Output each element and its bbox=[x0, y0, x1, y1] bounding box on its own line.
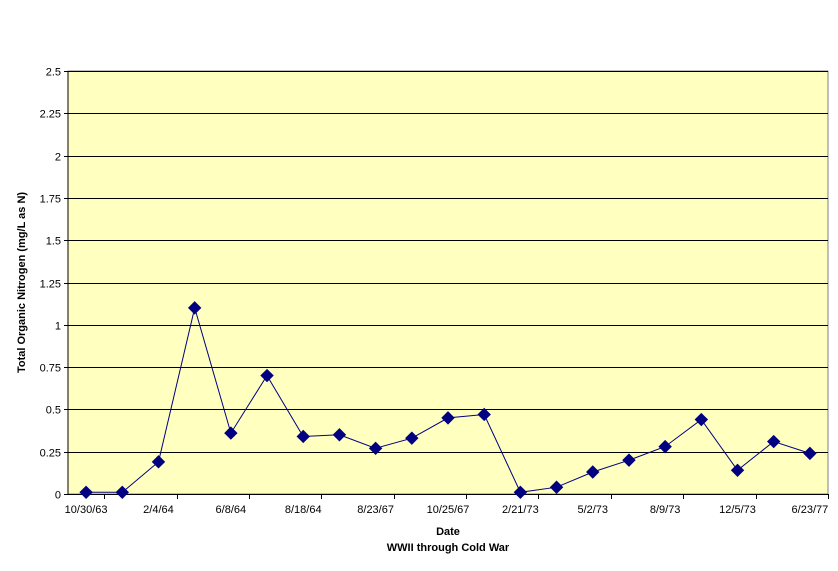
data-point-marker bbox=[549, 480, 564, 494]
y-tick-label: 2 bbox=[55, 152, 61, 164]
data-point-marker bbox=[115, 485, 129, 500]
x-tick-label: 8/23/67 bbox=[357, 504, 394, 516]
data-point-marker bbox=[187, 301, 202, 315]
data-point-marker bbox=[79, 485, 93, 500]
x-tick-label: 5/2/73 bbox=[577, 504, 608, 516]
y-tick-label: 0.25 bbox=[40, 448, 61, 460]
x-axis-ticks: 10/30/63 2/4/64 6/8/64 8/18/64 8/23/67 10/25/… bbox=[65, 494, 829, 516]
data-point-marker bbox=[405, 431, 419, 445]
y-tick-label: 1.75 bbox=[40, 194, 61, 206]
data-point-marker bbox=[622, 453, 636, 467]
x-axis-subtitle: WWII through Cold War bbox=[387, 542, 510, 554]
data-point-marker bbox=[658, 439, 672, 454]
data-point-marker bbox=[803, 446, 817, 461]
y-tick-label: 0.75 bbox=[40, 363, 61, 375]
data-point-marker bbox=[296, 429, 310, 444]
y-tick-label: 0 bbox=[55, 490, 61, 502]
y-tick-label: 2.5 bbox=[46, 67, 61, 79]
x-tick-label: 6/8/64 bbox=[216, 504, 247, 516]
x-tick-label: 8/9/73 bbox=[650, 504, 681, 516]
data-point-marker bbox=[224, 426, 238, 440]
y-tick-label: 1.25 bbox=[40, 279, 61, 291]
y-tick-label: 1 bbox=[55, 321, 61, 333]
data-point-marker bbox=[151, 455, 166, 469]
gridlines bbox=[67, 71, 828, 495]
x-tick-label: 12/5/73 bbox=[719, 504, 756, 516]
series-markers bbox=[79, 301, 817, 500]
y-axis-ticks: 0 0.25 0.5 0.75 1 1.25 1.5 1.75 2 2.25 2.5 bbox=[40, 67, 68, 502]
x-tick-label: 10/30/63 bbox=[65, 504, 108, 516]
y-tick-label: 0.5 bbox=[46, 405, 61, 417]
data-point-marker bbox=[513, 485, 528, 500]
data-point-marker bbox=[767, 434, 781, 449]
y-tick-label: 2.25 bbox=[40, 109, 61, 121]
data-point-marker bbox=[477, 407, 491, 422]
x-tick-label: 2/21/73 bbox=[502, 504, 539, 516]
data-point-marker bbox=[332, 428, 347, 442]
data-point-marker bbox=[441, 411, 455, 425]
data-point-marker bbox=[586, 465, 600, 479]
data-point-marker bbox=[368, 441, 383, 456]
x-axis-title: Date bbox=[436, 526, 460, 538]
x-tick-label: 2/4/64 bbox=[143, 504, 174, 516]
y-axis-title: Total Organic Nitrogen (mg/L as N) bbox=[16, 192, 28, 373]
y-tick-label: 1.5 bbox=[46, 236, 61, 248]
x-tick-label: 8/18/64 bbox=[285, 504, 322, 516]
x-tick-label: 6/23/77 bbox=[792, 504, 829, 516]
data-point-marker bbox=[730, 463, 745, 478]
x-tick-label: 10/25/67 bbox=[427, 504, 470, 516]
data-point-marker bbox=[260, 368, 274, 383]
plot-area bbox=[67, 70, 829, 495]
data-point-marker bbox=[694, 412, 709, 427]
